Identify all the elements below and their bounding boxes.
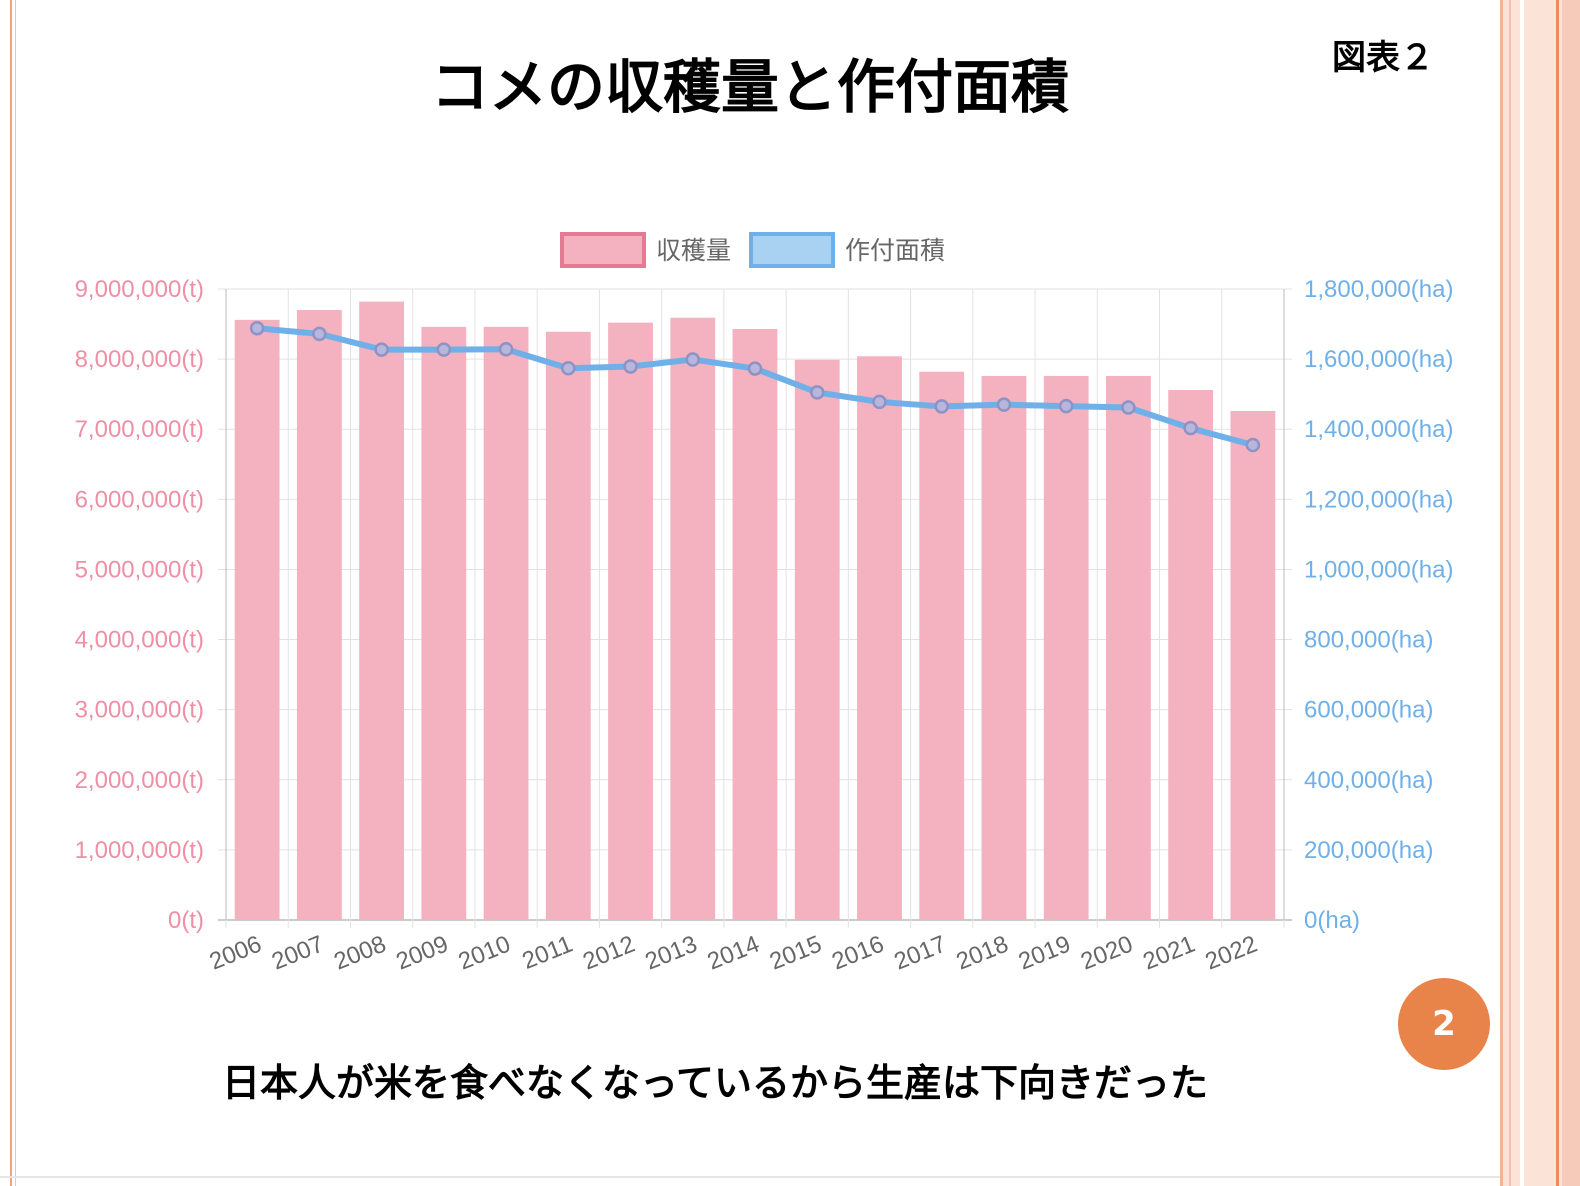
slide-title: コメの収穫量と作付面積 [430,53,1069,121]
point-2013 [685,352,701,367]
y-right-tick-label: 400,000(ha) [1304,767,1433,794]
left-border [0,0,18,1186]
y-right-tick-label: 200,000(ha) [1304,837,1433,864]
right-stripe [1500,0,1503,1186]
bar-2008 [359,301,404,920]
figure-label: 図表２ [1332,38,1434,78]
y-right-tick-label: 600,000(ha) [1304,697,1433,724]
left-border-line [10,0,12,1186]
y-left-tick-label: 9,000,000(t) [75,276,204,303]
point-2017 [934,399,949,414]
bar-2018 [981,375,1027,921]
point-2008 [374,342,389,357]
point-2014 [747,361,763,376]
y-left-tick-label: 2,000,000(t) [75,767,204,794]
point-2019 [1058,398,1074,414]
point-2018 [996,397,1012,412]
right-stripe [1562,0,1580,1186]
point-2016 [872,394,887,410]
x-tick-label: 2006 [206,931,266,976]
legend-label-area: 作付面積 [845,237,945,265]
bar-2007 [296,310,342,920]
bar-2011 [545,331,591,920]
x-tick-label: 2016 [828,931,888,976]
y-right-tick-label: 1,600,000(ha) [1304,346,1453,373]
point-2021 [1183,420,1198,436]
y-left-tick-label: 6,000,000(t) [75,486,204,513]
point-2015 [809,385,825,400]
left-border-line-thin [15,0,16,1186]
bar-2013 [670,317,716,920]
x-tick-label: 2013 [641,931,701,976]
x-tick-label: 2019 [1015,931,1075,976]
page-number-badge: 2 [1398,978,1490,1070]
x-tick-label: 2021 [1139,931,1199,976]
bar-2006 [234,319,280,920]
y-right-tick-label: 800,000(ha) [1304,627,1433,654]
slide-caption: 日本人が米を食べなくなっているから生産は下向きだった [221,1061,1209,1105]
right-stripe [1556,0,1559,1186]
x-tick-label: 2007 [268,931,328,976]
combo-chart: 0(t) 1,000,000(t) 2,000,000(t) 3,000,000(t)… [75,232,1453,976]
x-tick-label: 2018 [953,931,1013,976]
legend-label-harvest: 収穫量 [656,237,731,265]
y-left-tick-label: 0(t) [168,907,204,934]
right-stripe [1509,0,1511,1186]
y-left-tick-label: 4,000,000(t) [75,627,204,654]
point-2009 [436,342,452,357]
point-2011 [561,360,576,376]
legend-swatch-area [749,232,835,268]
point-2022 [1245,437,1261,453]
legend-swatch-harvest [560,232,646,268]
bar-2017 [919,371,965,921]
x-tick-label: 2017 [890,931,950,976]
x-tick-label: 2022 [1202,931,1262,976]
x-tick-label: 2010 [455,931,515,976]
x-tick-label: 2012 [579,931,639,976]
y-right-tick-label: 1,400,000(ha) [1304,416,1453,443]
bar-2009 [421,326,467,920]
y-right-tick-label: 0(ha) [1304,907,1360,934]
x-tick-label: 2009 [392,931,452,976]
y-left-tick-label: 1,000,000(t) [75,837,204,864]
right-border-stripes [1500,0,1580,1186]
bar-2015 [794,359,840,920]
y-left-tick-label: 5,000,000(t) [75,556,204,583]
y-left-tick-label: 3,000,000(t) [75,697,204,724]
x-tick-label: 2008 [330,931,390,976]
point-2020 [1121,400,1136,415]
y-right-tick-label: 1,000,000(ha) [1304,556,1453,583]
point-2006 [249,321,265,336]
y-left-tick-label: 8,000,000(t) [75,346,204,373]
x-tick-label: 2015 [766,931,826,976]
x-tick-label: 2011 [519,931,577,975]
bar-2016 [857,356,902,921]
bar-2020 [1106,375,1151,921]
bottom-divider [0,1176,1500,1178]
bar-2010 [483,326,529,920]
bar-2021 [1168,389,1214,921]
bar-2012 [608,322,653,920]
y-right-tick-label: 1,800,000(ha) [1304,276,1453,303]
point-2012 [623,359,638,374]
x-tick-label: 2020 [1077,931,1137,976]
point-2007 [312,326,327,342]
bar-2022 [1230,410,1276,920]
y-right-tick-label: 1,200,000(ha) [1304,486,1453,513]
right-stripe [1520,0,1524,1186]
bar-2014 [732,328,778,920]
point-2010 [498,342,514,357]
bar-2019 [1043,375,1089,921]
x-tick-label: 2014 [704,931,764,976]
y-left-tick-label: 7,000,000(t) [75,416,204,443]
